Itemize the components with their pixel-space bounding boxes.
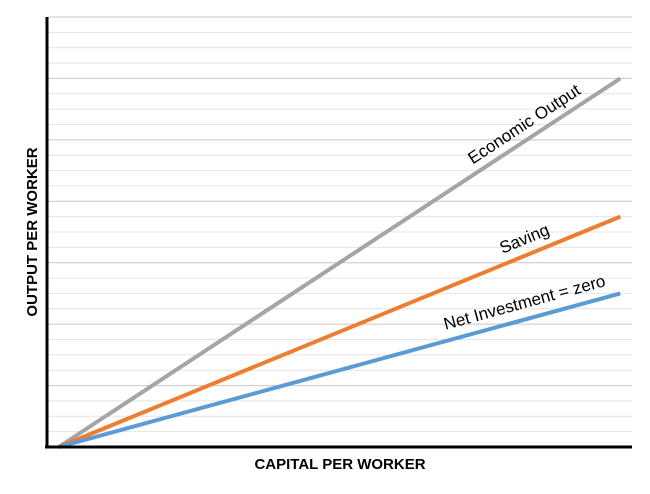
- plot: [57, 76, 622, 449]
- line-label: Saving: [497, 220, 552, 257]
- x-axis-title: CAPITAL PER WORKER: [254, 456, 425, 473]
- series-line: [57, 76, 622, 449]
- series-line: [58, 291, 621, 449]
- series-line: [57, 214, 622, 449]
- y-axis-title: OUTPUT PER WORKER: [24, 147, 41, 316]
